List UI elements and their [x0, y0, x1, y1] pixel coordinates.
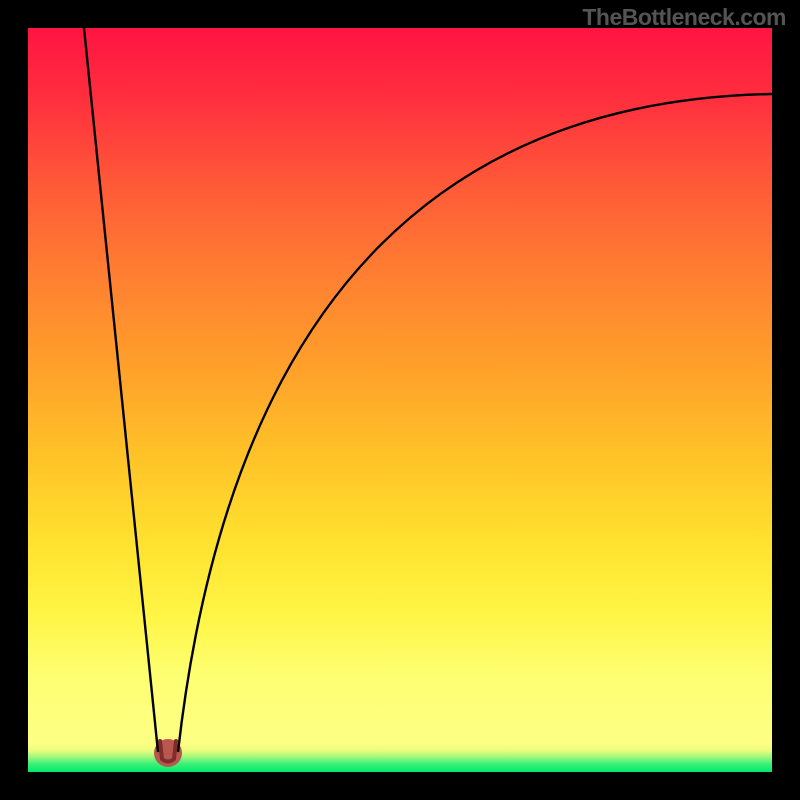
plot-gradient-area — [28, 28, 772, 744]
baseline-green-band — [28, 744, 772, 772]
chart-container: TheBottleneck.com — [0, 0, 800, 800]
bottleneck-chart — [0, 0, 800, 800]
watermark-text: TheBottleneck.com — [582, 4, 786, 31]
